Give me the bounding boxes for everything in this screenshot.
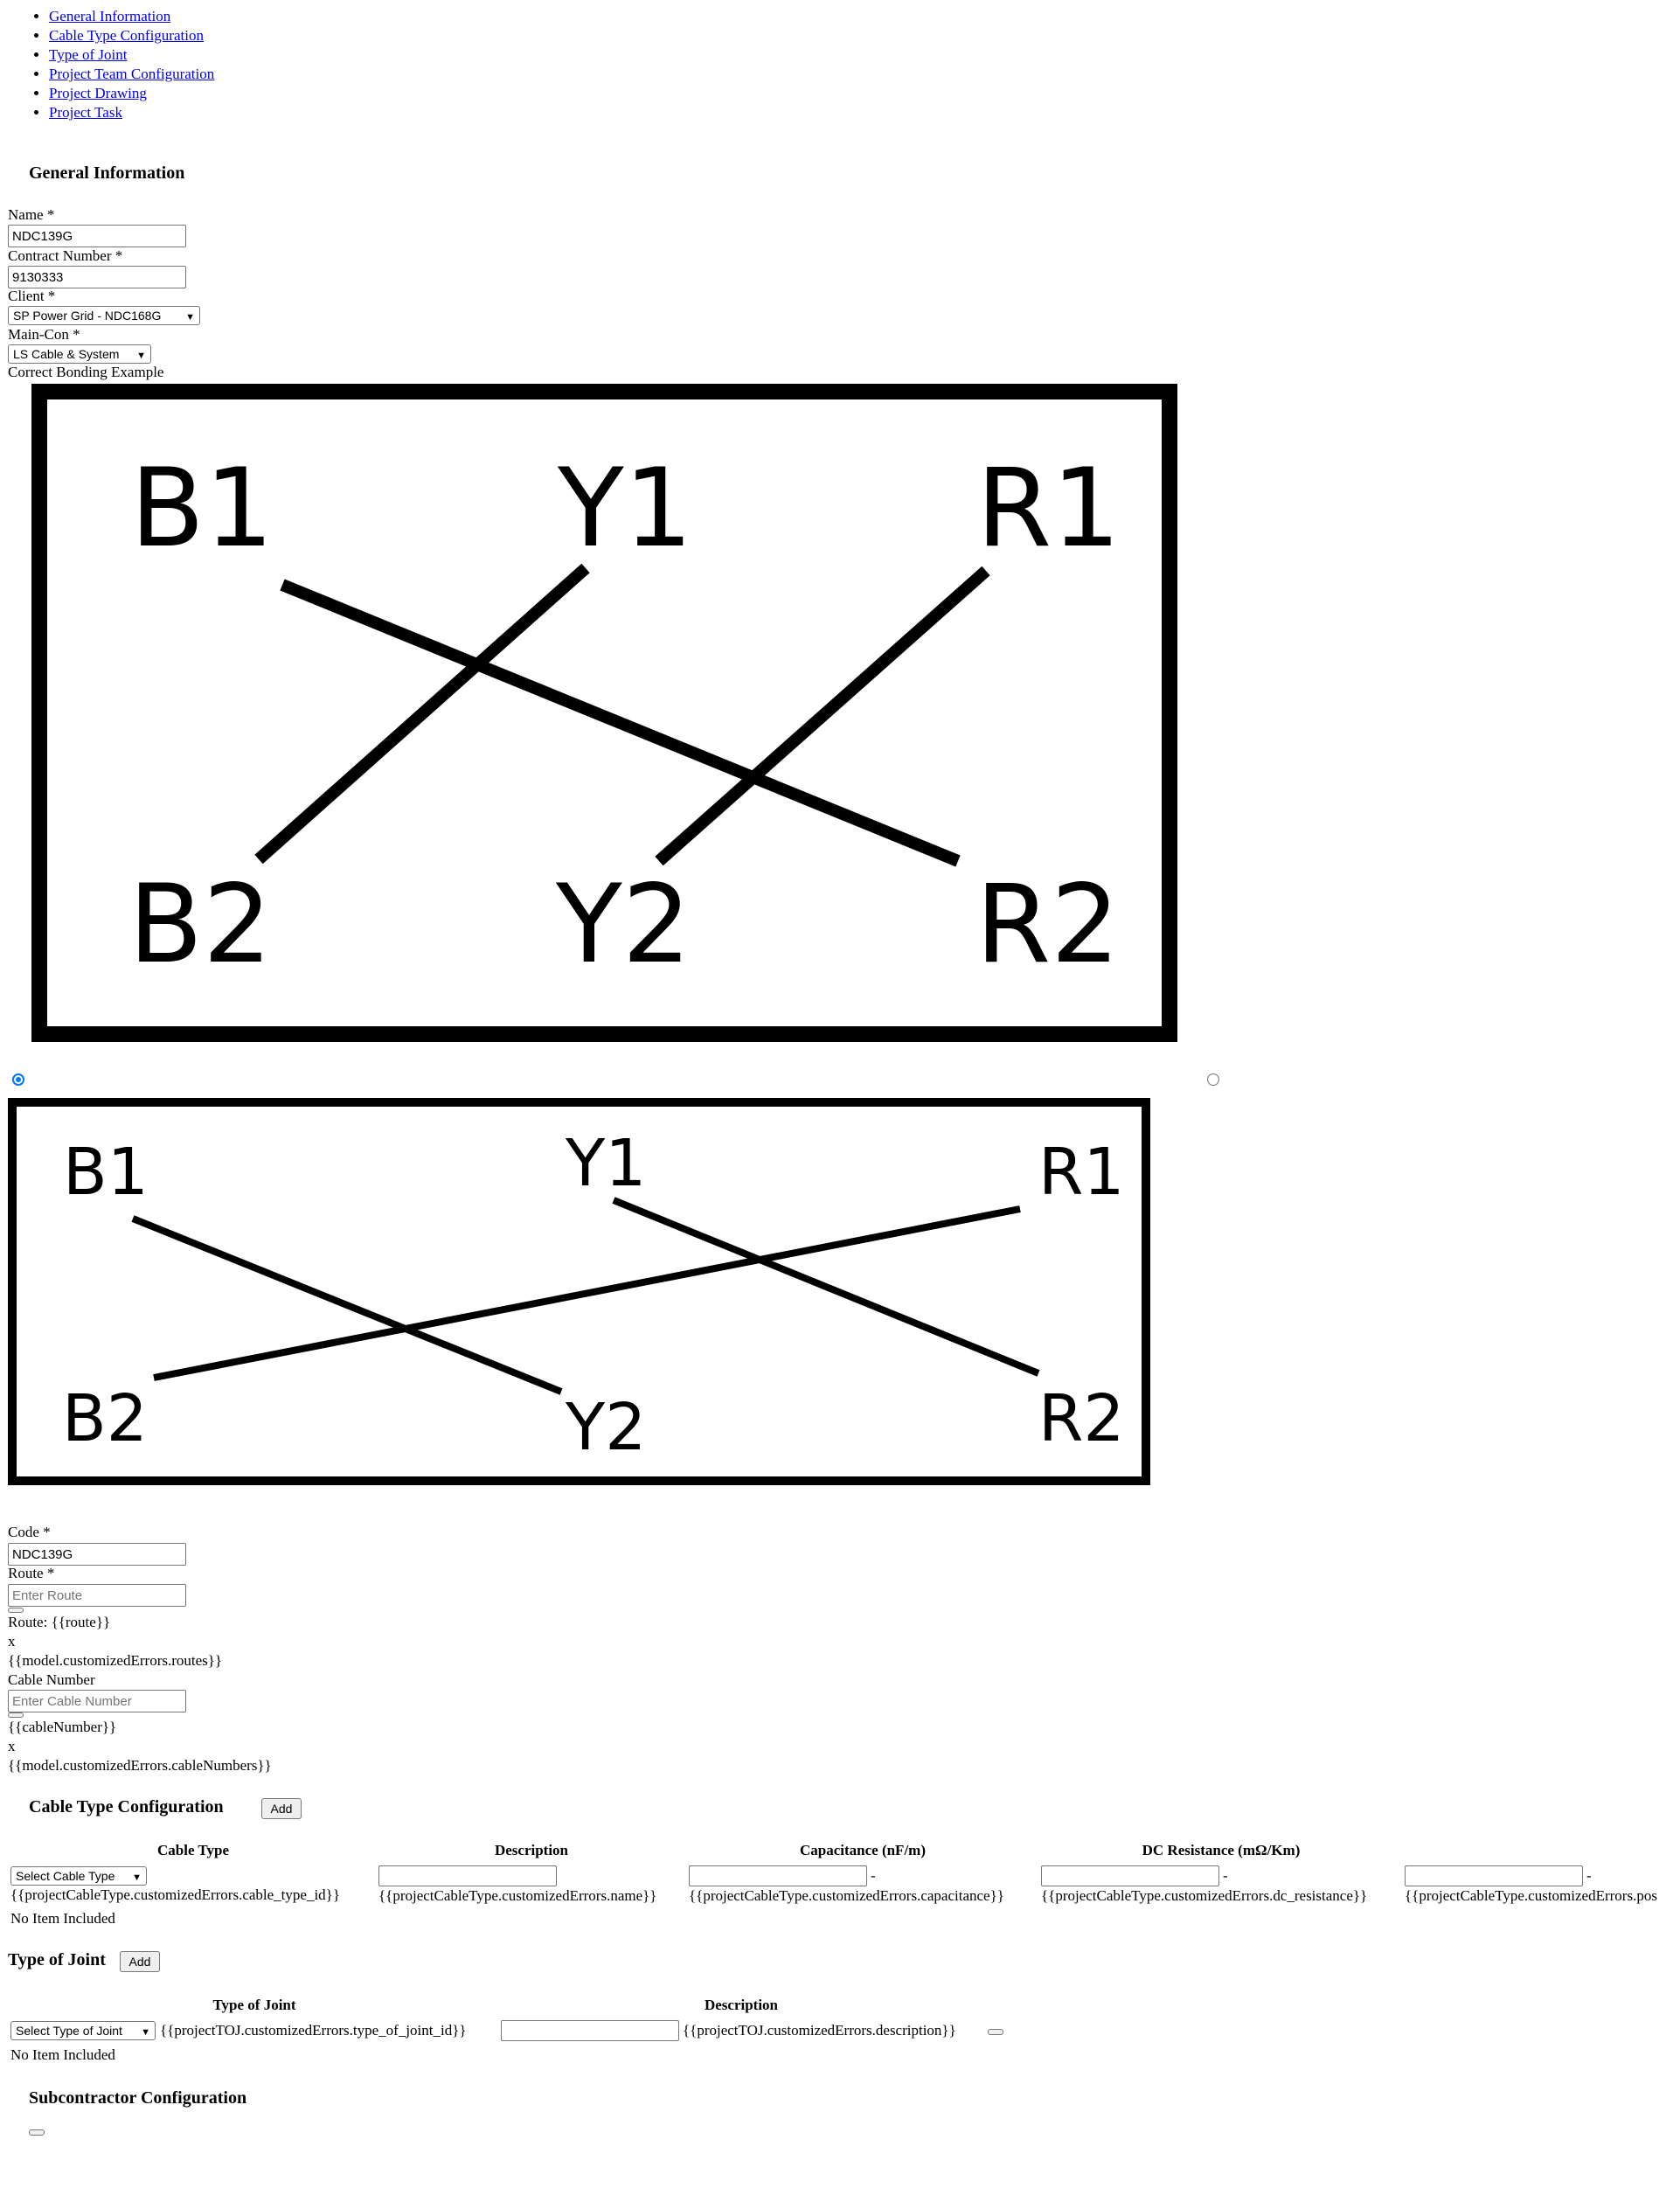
nav-item: Type of Joint [49,45,214,65]
add-cable-type-button[interactable]: Add [261,1798,302,1819]
column-header-dc-resistance: DC Resistance (mΩ/Km) [1142,1842,1301,1858]
nav-link-project-drawing[interactable]: Project Drawing [49,85,147,101]
diagram-1-line-b1-r2 [280,579,961,867]
chevron-down-icon: ▼ [141,2027,150,2038]
nav-link-project-team-configuration[interactable]: Project Team Configuration [49,66,215,82]
remove-route-button[interactable]: x [8,1633,16,1650]
type-of-joint-empty-text: No Item Included [10,2046,115,2063]
cable-type-error-text: {{projectCableType.customizedErrors.cabl… [10,1886,340,1903]
cable-type-select-value: Select Cable Type [16,1869,115,1883]
cable-number-input[interactable] [8,1690,186,1712]
nav-link-cable-type-configuration[interactable]: Cable Type Configuration [49,27,204,44]
column-header-joint-description: Description [704,1997,779,2013]
joint-description-input[interactable] [501,2020,679,2041]
chevron-down-icon: ▼ [136,351,146,361]
name-label: Name * [8,206,55,223]
chevron-down-icon: ▼ [132,1872,142,1883]
cable-number-error-text: {{model.customizedErrors.cableNumbers}} [8,1757,272,1774]
route-input[interactable] [8,1584,186,1607]
diagram-1-label-b1: B1 [130,446,274,572]
joint-description-error-text: {{projectTOJ.customizedErrors.descriptio… [683,2022,956,2039]
diagram-2-label-b1: B1 [63,1135,149,1210]
add-cable-number-button[interactable] [8,1712,24,1718]
diagram-1-label-r2: R2 [975,862,1120,988]
type-of-joint-error-text: {{projectTOJ.customizedErrors.type_of_jo… [160,2022,467,2039]
nav-item: Project Task [49,103,214,122]
bonding-example-label: Correct Bonding Example [8,364,164,380]
diagram-1-line-y1-b2 [254,563,590,865]
nav-link-general-information[interactable]: General Information [49,8,171,24]
nav-link-project-task[interactable]: Project Task [49,104,122,121]
position-separator: - [1586,1867,1592,1884]
main-con-label: Main-Con * [8,326,80,343]
cable-description-error-text: {{projectCableType.customizedErrors.name… [378,1887,657,1904]
dc-resistance-input[interactable] [1041,1865,1219,1886]
client-select-value: SP Power Grid - NDC168G [13,309,162,323]
client-label: Client * [8,288,56,304]
column-header-description: Description [494,1842,569,1858]
diagram-1-label-r1: R1 [976,446,1121,572]
cable-type-empty-text: No Item Included [10,1910,115,1927]
cable-number-text: {{cableNumber}} [8,1719,117,1735]
column-header-cable-type: Cable Type [156,1842,230,1858]
capacitance-input[interactable] [689,1865,867,1886]
remove-cable-number-button[interactable]: x [8,1738,16,1754]
diagram-2-line-y1-r2 [612,1197,1040,1377]
route-text: Route: {{route}} [8,1614,111,1630]
nav-item: General Information [49,7,214,26]
diagram-2-line-b1-y2 [131,1215,563,1395]
nav-item: Cable Type Configuration [49,26,214,45]
dc-resistance-separator: - [1223,1867,1228,1884]
code-field[interactable] [8,1543,186,1566]
capacitance-error-text: {{projectCableType.customizedErrors.capa… [689,1887,1004,1904]
main-con-select-value: LS Cable & System [13,347,120,361]
diagram-2-line-r1-b2 [153,1205,1021,1381]
diagram-1-label-y2: Y2 [555,862,691,988]
route-label: Route * [8,1565,55,1581]
type-of-joint-select[interactable]: Select Type of Joint ▼ [10,2021,156,2040]
diagram-2-label-r2: R2 [1038,1381,1125,1456]
cable-number-label: Cable Number [8,1671,95,1688]
nav-item: Project Team Configuration [49,65,214,84]
diagram-1-line-r1-y2 [655,566,990,866]
add-type-of-joint-button[interactable]: Add [120,1951,160,1972]
cable-type-select[interactable]: Select Cable Type ▼ [10,1866,147,1886]
type-of-joint-select-value: Select Type of Joint [16,2024,122,2038]
chevron-down-icon: ▼ [185,312,195,323]
route-error-text: {{model.customizedErrors.routes}} [8,1652,223,1669]
position-error-text: {{projectCableType.customizedErrors.pos [1405,1887,1657,1904]
type-of-joint-heading: Type of Joint [8,1950,106,1969]
contract-number-field[interactable] [8,266,186,288]
capacitance-separator: - [871,1867,876,1884]
dc-resistance-error-text: {{projectCableType.customizedErrors.dc_r… [1041,1887,1368,1904]
bonding-option-1-radio[interactable] [12,1073,24,1086]
column-header-capacitance: Capacitance (nF/m) [799,1842,926,1858]
cable-description-input[interactable] [378,1865,557,1886]
diagram-2-label-r1: R1 [1038,1135,1125,1210]
column-header-type-of-joint: Type of Joint [212,1997,296,2013]
bonding-diagram-2: B1 Y1 R1 B2 Y2 R2 [8,1098,1150,1485]
bonding-diagram-1: B1 Y1 R1 B2 Y2 R2 [31,384,1177,1042]
add-route-button[interactable] [8,1608,24,1613]
nav-link-type-of-joint[interactable]: Type of Joint [49,46,128,63]
contract-number-label: Contract Number * [8,247,123,264]
add-subcontractor-button[interactable] [29,2129,45,2136]
nav-item: Project Drawing [49,84,214,103]
client-select[interactable]: SP Power Grid - NDC168G ▼ [8,306,200,325]
diagram-1-label-b2: B2 [128,862,272,988]
diagram-2-label-y1: Y1 [565,1126,646,1201]
position-input[interactable] [1405,1865,1583,1886]
diagram-2-label-b2: B2 [62,1381,148,1456]
remove-type-of-joint-button[interactable] [988,2029,1003,2035]
diagram-2-label-y2: Y2 [565,1390,646,1465]
bonding-option-2-radio[interactable] [1207,1073,1219,1086]
subcontractor-configuration-heading: Subcontractor Configuration [29,2088,247,2108]
code-label: Code * [8,1524,51,1540]
cable-type-configuration-heading: Cable Type Configuration [29,1797,224,1817]
section-nav: General Information Cable Type Configura… [30,7,214,122]
general-information-heading: General Information [29,163,185,183]
diagram-1-label-y1: Y1 [557,446,693,572]
name-field[interactable] [8,225,186,247]
main-con-select[interactable]: LS Cable & System ▼ [8,344,151,364]
